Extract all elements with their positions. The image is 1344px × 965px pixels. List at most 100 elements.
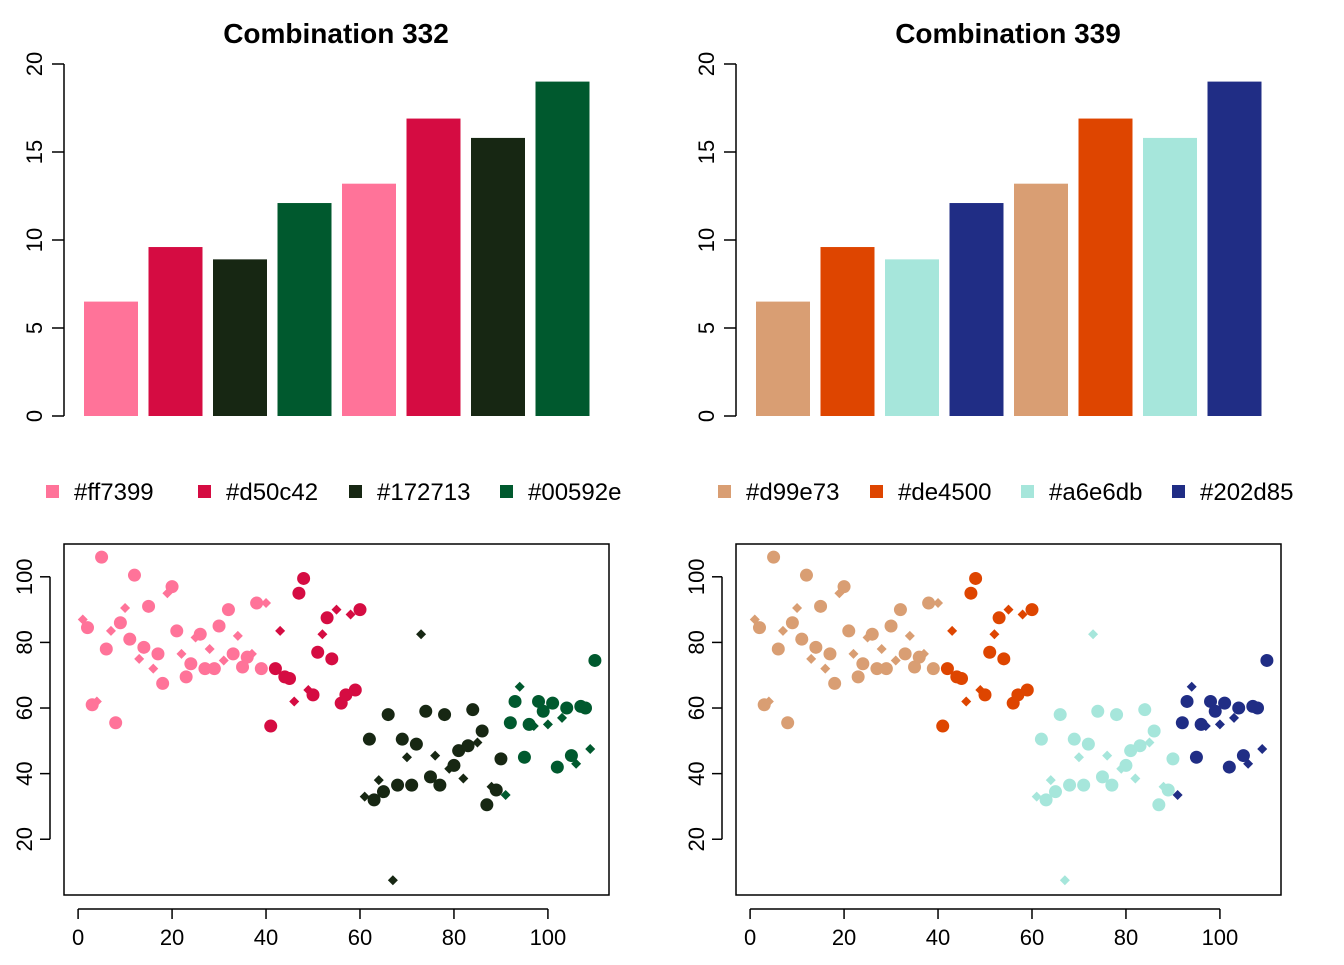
bar [471,137,525,417]
point-circle [771,642,785,656]
y-tick-label: 10 [694,228,719,252]
point-circle [297,571,311,585]
y-tick-label: 100 [684,558,709,595]
point-circle [884,619,898,633]
point-circle [381,708,395,722]
point-diamond [387,875,398,886]
point-circle [1034,732,1048,746]
bar-chart-left: 0 5 10 15 20 [22,52,590,422]
legend-swatch [500,485,513,498]
point-circle [250,596,264,610]
legend-swatch [1172,485,1185,498]
point-diamond [1186,681,1197,692]
y-tick-label: 10 [22,228,47,252]
point-circle [123,632,137,646]
chart-title-combination-339: Combination 339 [895,18,1121,49]
point-circle [254,662,268,676]
point-diamond [148,663,159,674]
point-circle [142,599,156,613]
point-circle [1260,653,1274,667]
point-circle [503,716,517,730]
point-circle [964,586,978,600]
point-diamond [345,609,356,620]
point-diamond [91,696,102,707]
x-tick-label: 60 [1020,925,1044,950]
point-circle [461,739,475,753]
legend-right: #d99e73 #de4500 #a6e6db #202d85 [718,479,1293,506]
bar [1014,183,1068,416]
point-circle [588,653,602,667]
point-circle [795,632,809,646]
point-circle [353,603,367,617]
y-tick-label: 20 [684,827,709,851]
point-circle [433,778,447,792]
point-circle [837,580,851,594]
point-circle [828,676,842,690]
point-circle [283,671,297,685]
point-circle [1105,778,1119,792]
point-circle [1208,704,1222,718]
point-circle [978,688,992,702]
point-circle [419,704,433,718]
point-circle [936,719,950,733]
point-circle [179,670,193,684]
point-circle [221,603,235,617]
point-circle [1251,701,1265,715]
point-diamond [848,648,859,659]
point-circle [423,770,437,784]
point-diamond [961,696,972,707]
point-diamond [792,602,803,613]
bar [84,301,138,416]
point-circle [212,619,226,633]
y-tick-label: 15 [694,140,719,164]
point-circle [1232,701,1246,715]
point-circle [376,785,390,799]
point-circle [1063,778,1077,792]
point-circle [870,662,884,676]
legend-swatch [718,485,731,498]
point-diamond [890,655,901,666]
point-circle [348,683,362,697]
point-diamond [1200,721,1211,732]
bar [342,183,396,416]
legend-swatch [198,485,211,498]
point-circle [856,657,870,671]
point-circle [494,752,508,766]
point-circle [851,670,865,684]
legend-swatch [870,485,883,498]
point-circle [814,599,828,613]
y-tick-label: 15 [22,140,47,164]
point-circle [236,660,250,674]
point-circle [922,596,936,610]
point-circle [1161,783,1175,797]
point-circle [1218,696,1232,710]
point-circle [879,662,893,676]
point-circle [170,624,184,638]
y-tick-label: 5 [694,322,719,334]
point-circle [781,716,795,730]
point-circle [536,704,550,718]
bar [885,259,939,416]
point-circle [395,732,409,746]
point-diamond [275,625,286,636]
legend-label: #de4500 [898,479,991,506]
point-diamond [416,629,427,640]
y-tick-label: 5 [22,322,47,334]
point-circle [184,657,198,671]
point-diamond [514,681,525,692]
point-circle [292,586,306,600]
point-circle [997,652,1011,666]
point-diamond [806,653,817,664]
plot-frame [735,543,1282,896]
point-circle [940,662,954,676]
y-tick-label: 0 [22,410,47,422]
chart-title-combination-332: Combination 332 [223,18,449,49]
x-tick-label: 60 [348,925,372,950]
point-circle [198,662,212,676]
point-diamond [120,602,131,613]
point-circle [113,616,127,630]
point-circle [438,708,452,722]
point-diamond [1003,604,1014,615]
point-diamond [289,696,300,707]
y-tick-label: 20 [694,52,719,76]
